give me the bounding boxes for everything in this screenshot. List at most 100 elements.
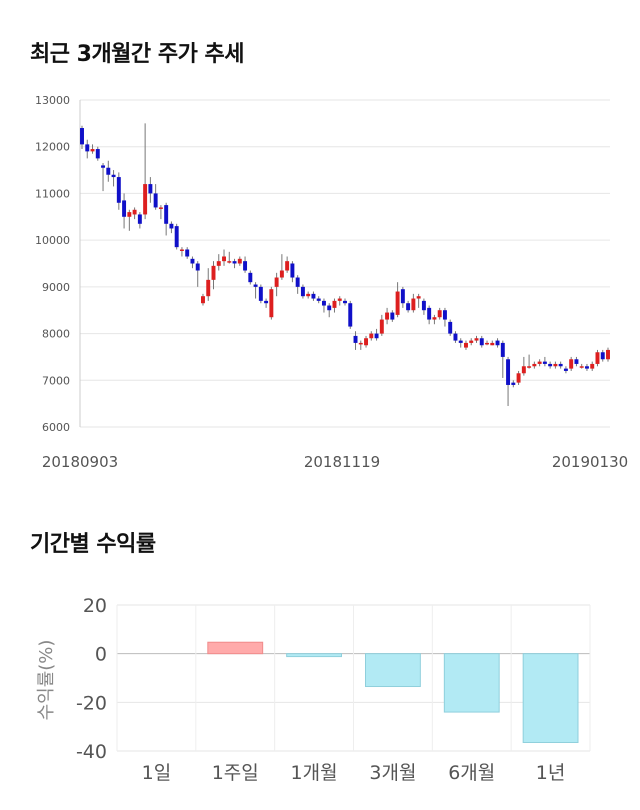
candle-body: [442, 310, 447, 320]
candle-body: [311, 293, 316, 299]
candle-body: [327, 305, 332, 311]
candle-body: [542, 361, 547, 364]
candle-body: [274, 277, 279, 287]
candle-series: [80, 123, 610, 406]
bar: [522, 653, 579, 743]
candle-body: [600, 352, 605, 360]
candle-body: [395, 291, 400, 315]
candle-body: [495, 340, 500, 346]
bar: [286, 653, 342, 658]
candle-body: [506, 359, 511, 385]
candle-body: [316, 298, 321, 301]
candle-body: [458, 340, 463, 343]
candle-body: [427, 307, 432, 320]
candle-body: [253, 284, 258, 287]
candle-body: [516, 373, 521, 383]
candle-body: [474, 338, 479, 341]
candle-body: [127, 212, 132, 217]
candle-body: [500, 342, 505, 357]
bar-x-tick: 6개월: [448, 762, 495, 784]
candle-body: [227, 261, 232, 263]
candle-y-axis: 6000 7000 8000 9000 10000 11000 12000 13000: [35, 94, 70, 434]
candle-body: [379, 319, 384, 334]
candle-body: [332, 300, 337, 308]
candle-body: [195, 263, 200, 271]
candle-body: [579, 366, 584, 368]
bar: [207, 641, 264, 655]
candle-body: [553, 363, 558, 367]
bar-y-axis: 20 0 -20 -40: [76, 595, 107, 763]
candle-body: [258, 286, 263, 301]
bar-y-tick: -40: [76, 741, 107, 763]
candle-body: [243, 261, 248, 271]
candle-body: [122, 200, 127, 217]
candle-body: [279, 270, 284, 278]
candle-body: [222, 256, 226, 262]
candle-body: [248, 272, 253, 283]
bar: [365, 653, 421, 688]
candle-body: [479, 338, 484, 346]
candle-x-tick: 20180903: [42, 453, 118, 471]
candle-body: [148, 184, 153, 194]
candle-body: [169, 223, 174, 229]
bar-grid: [116, 604, 591, 752]
candle-y-tick: 10000: [35, 234, 70, 247]
candle-body: [606, 349, 610, 360]
bar-series: [207, 641, 579, 743]
candle-y-tick: 12000: [35, 141, 70, 154]
bar-y-tick: 0: [95, 644, 107, 666]
candle-body: [374, 333, 379, 339]
candle-body: [469, 340, 474, 343]
candlestick-chart: 6000 7000 8000 9000 10000 11000 12000 13000 201…: [35, 94, 628, 471]
bar: [443, 653, 500, 713]
bar-x-axis: 1일 1주일 1개월 3개월 6개월 1년: [142, 762, 566, 784]
candle-body: [595, 352, 600, 364]
candle-body: [511, 382, 516, 385]
candle-body: [179, 249, 184, 251]
candle-body: [406, 303, 411, 311]
bar-x-tick: 3개월: [369, 762, 416, 784]
candle-body: [111, 174, 116, 178]
candle-body: [385, 312, 390, 320]
candle-body: [201, 296, 205, 304]
candle-body: [453, 333, 458, 341]
candle-body: [158, 207, 163, 209]
candle-body: [190, 258, 195, 264]
candle-y-tick: 11000: [35, 187, 70, 200]
candle-body: [300, 286, 305, 297]
candle-body: [106, 167, 111, 175]
candle-body: [527, 366, 532, 368]
candle-body: [364, 338, 369, 346]
candle-body: [95, 149, 100, 159]
bar-y-tick: 20: [83, 595, 107, 617]
candle-body: [337, 298, 342, 301]
candle-body: [295, 277, 300, 287]
candle-body: [532, 363, 537, 367]
candle-body: [290, 263, 295, 278]
candle-y-tick: 9000: [42, 281, 70, 294]
candle-body: [143, 184, 148, 215]
candle-body: [437, 310, 442, 318]
candle-body: [216, 261, 221, 266]
candle-grid: [79, 99, 610, 428]
candle-body: [537, 361, 542, 364]
candle-body: [132, 209, 137, 215]
candle-body: [369, 333, 374, 339]
candle-body: [232, 261, 237, 264]
candle-body: [584, 366, 589, 369]
candle-y-tick: 7000: [42, 374, 70, 387]
candle-body: [174, 226, 179, 248]
bar-x-tick: 1일: [142, 762, 172, 784]
candle-body: [569, 359, 574, 369]
bar-y-tick: -20: [76, 692, 107, 714]
candle-body: [485, 342, 489, 345]
candle-body: [269, 289, 274, 318]
candle-body: [590, 363, 595, 369]
candle-body: [101, 165, 106, 168]
candle-body: [285, 261, 290, 271]
candle-body: [116, 177, 121, 203]
bar-x-tick: 1년: [536, 762, 566, 784]
candle-x-tick: 20190130: [552, 453, 628, 471]
candle-body: [574, 359, 579, 364]
candle-body: [521, 366, 526, 374]
